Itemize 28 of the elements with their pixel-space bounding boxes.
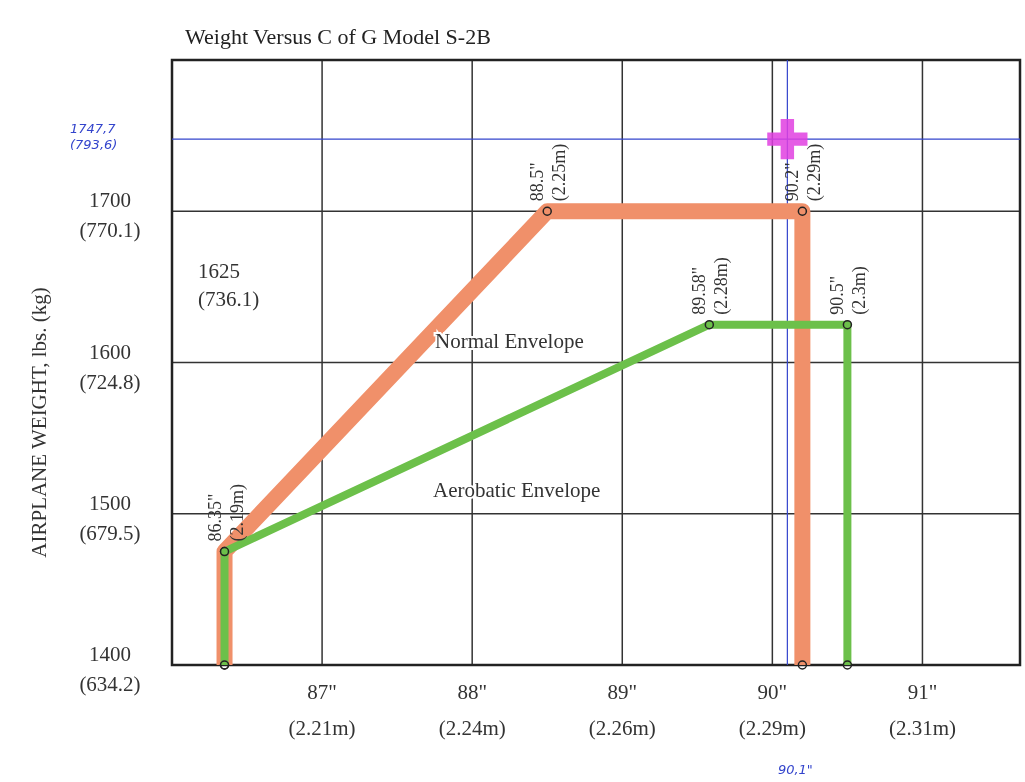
y-axis-title: AIRPLANE WEIGHT, lbs. (kg) [27, 287, 51, 558]
x-tick-label: 88" [457, 680, 487, 704]
y-tick-label: 1600 [89, 339, 131, 364]
y2-tick-label: (679.5) [79, 520, 141, 545]
chart-title: Weight Versus C of G Model S-2B [185, 24, 491, 49]
annotation: 86.35" (2.19m) [204, 484, 248, 542]
x-tick-label: 91" [907, 680, 938, 704]
x2-tick-label: (2.31m) [888, 716, 957, 740]
x2-tick-label: (2.21m) [288, 716, 356, 740]
y-tick-label: 1700 [89, 188, 131, 213]
y-tick-label: 1400 [89, 642, 131, 666]
y2-tick-label: (770.1) [79, 218, 141, 243]
annotation: 90.2" (2.29m) [782, 143, 826, 202]
ref-line-label: 1747,7 (793,6) [70, 121, 118, 153]
annotation: 1625 (736.1) [198, 259, 260, 311]
y-tick-label: 1500 [89, 490, 131, 515]
x-tick-label: 89" [607, 680, 638, 704]
y2-tick-label: (634.2) [79, 672, 141, 696]
x2-tick-label: (2.24m) [438, 716, 506, 740]
ref-line-label: 90,1" [777, 762, 813, 777]
annotation: 88.5" (2.25m) [527, 143, 571, 202]
y2-tick-label: (724.8) [79, 369, 141, 394]
x-tick-label: 90" [757, 680, 788, 704]
annotation: 89.58" (2.28m) [689, 257, 733, 315]
x2-tick-label: (2.29m) [738, 716, 806, 740]
x2-tick-label: (2.26m) [588, 716, 656, 740]
x-tick-label: 87" [307, 680, 337, 704]
annotation: 90.5" (2.3m) [827, 266, 871, 315]
